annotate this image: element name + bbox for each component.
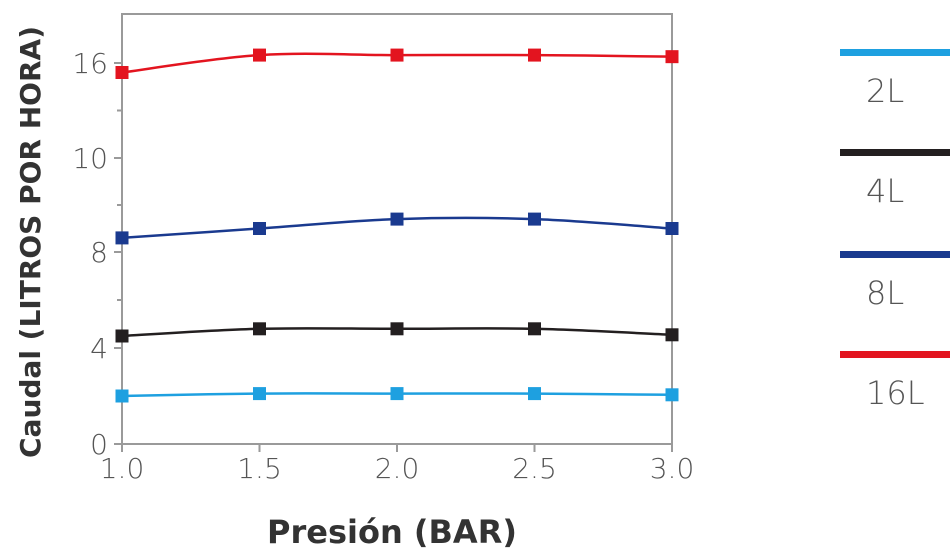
legend-item: 4L	[840, 149, 950, 210]
data-point	[253, 222, 266, 235]
data-point	[390, 212, 404, 226]
series-2l	[115, 387, 679, 403]
data-point	[665, 328, 679, 342]
data-point	[115, 66, 129, 79]
data-point	[253, 322, 266, 336]
legend-swatch	[840, 351, 950, 358]
data-point	[665, 388, 679, 402]
data-point	[665, 50, 679, 64]
x-tick-label: 2.0	[375, 452, 420, 485]
series-4l	[115, 322, 679, 343]
x-tick-label: 1.0	[100, 452, 145, 485]
y-axis: 0 4 8 10 16	[72, 47, 122, 461]
legend-item: 16L	[840, 351, 950, 412]
series-16l	[115, 48, 679, 79]
y-tick-label: 0	[90, 428, 108, 461]
y-tick-label: 16	[72, 47, 108, 80]
data-point	[390, 322, 404, 336]
data-point	[665, 222, 679, 235]
x-tick-label: 3.0	[650, 452, 695, 485]
y-tick-label: 8	[90, 236, 108, 269]
legend-label: 4L	[866, 172, 904, 210]
legend-label: 16L	[866, 374, 925, 412]
legend-swatch	[840, 251, 950, 258]
data-point	[115, 329, 129, 343]
y-axis-title: Caudal (LITROS POR HORA)	[14, 26, 47, 458]
legend-item: 8L	[840, 251, 950, 312]
x-tick-label: 1.5	[237, 452, 282, 485]
x-tick-label: 2.5	[512, 452, 557, 485]
legend-item: 2L	[840, 49, 950, 110]
data-point	[115, 231, 129, 245]
legend-swatch	[840, 49, 950, 56]
data-point	[390, 387, 404, 401]
data-point	[528, 48, 541, 62]
legend-label: 8L	[866, 274, 904, 312]
legend-swatch	[840, 149, 950, 156]
data-point	[528, 212, 541, 226]
data-point	[528, 387, 541, 401]
series-layer	[115, 48, 679, 403]
plot-area	[121, 13, 673, 445]
legend: 2L 4L 8L 16L	[840, 49, 950, 412]
series-8l	[115, 212, 679, 245]
data-point	[528, 322, 541, 336]
x-axis-title: Presión (BAR)	[267, 513, 517, 551]
y-tick-label: 10	[72, 142, 108, 175]
y-tick-label: 4	[90, 332, 108, 365]
data-point	[253, 48, 266, 62]
legend-label: 2L	[866, 72, 904, 110]
data-point	[253, 387, 266, 401]
data-point	[115, 389, 129, 403]
x-axis: 1.0 1.5 2.0 2.5 3.0	[100, 444, 695, 485]
plot-border	[121, 13, 673, 445]
data-point	[390, 48, 404, 62]
